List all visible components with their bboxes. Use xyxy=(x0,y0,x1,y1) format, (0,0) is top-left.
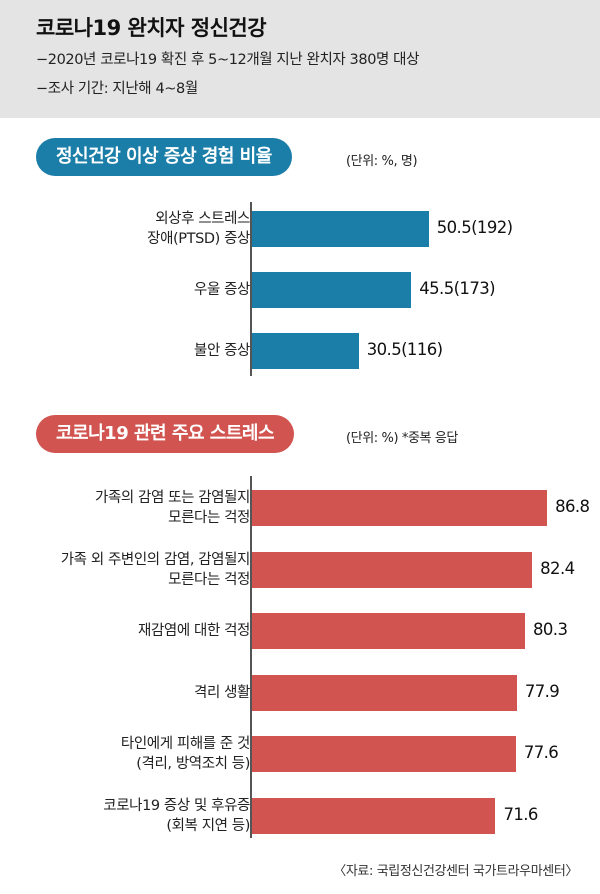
category-label: 불안 증상 xyxy=(194,341,250,361)
category-label: 재감염에 대한 걱정 xyxy=(138,621,250,641)
category-label: 격리 생활 xyxy=(194,683,250,703)
header-subtitle-line: −조사 기간: 지난해 4~8월 xyxy=(36,81,198,97)
category-label-line: 가족의 감염 또는 감염될지 xyxy=(95,490,250,506)
bar-value-label: 71.6 xyxy=(503,804,538,824)
chart-bar xyxy=(252,211,429,247)
source-note: 〈자료: 국립정신건강센터 국가트라우마센터〉 xyxy=(333,864,578,879)
chart-axis-line xyxy=(250,476,252,838)
category-label-line: 가족 외 주변인의 감염, 감염될지 xyxy=(60,551,251,568)
chart-axis-line xyxy=(250,202,252,376)
chart-title-pill: 정신건강 이상 증상 경험 비율 xyxy=(36,138,292,176)
category-label-line: 장애(PTSD) 증상 xyxy=(147,231,250,247)
chart-bar xyxy=(252,490,548,526)
bar-value-label: 80.3 xyxy=(533,620,568,639)
category-label-line: (격리, 방역조치 등) xyxy=(136,756,250,772)
category-label-line: 코로나19 증상 및 후유증 xyxy=(103,797,250,814)
bar-value-label: 50.5(192) xyxy=(436,218,513,237)
category-label-line: 우울 증상 xyxy=(194,282,250,298)
chart-bar xyxy=(252,736,516,772)
category-label-line: 모른다는 걱정 xyxy=(168,510,250,526)
bar-value-label: 45.5(173) xyxy=(419,279,495,298)
chart-unit-label: (단위: %) *중복 응답 xyxy=(346,431,458,446)
header-panel: 코로나19 완치자 정신건강 −2020년 코로나19 확진 후 5~12개월 … xyxy=(0,0,600,118)
chart-bar xyxy=(252,551,533,588)
chart-bar xyxy=(252,333,359,369)
category-label-line: 타인에게 피해를 준 것 xyxy=(120,736,250,752)
category-label: 우울 증상 xyxy=(194,280,250,300)
header-subtitle-line: −2020년 코로나19 확진 후 5~12개월 지난 완치자 380명 대상 xyxy=(36,52,420,68)
category-label-line: 불안 증상 xyxy=(194,343,250,359)
category-label-line: 재감염에 대한 걱정 xyxy=(138,623,250,639)
bar-value-label: 30.5(116) xyxy=(366,340,443,359)
chart-bar xyxy=(252,272,412,308)
category-label: 코로나19 증상 및 후유증 (회복 지연 등) xyxy=(103,796,250,836)
category-label-line: 외상후 스트레스 xyxy=(155,211,250,227)
chart-unit-label: (단위: %, 명) xyxy=(346,154,418,169)
bar-value-label: 77.9 xyxy=(524,681,560,701)
bar-value-label: 86.8 xyxy=(555,497,590,516)
page-title: 코로나19 완치자 정신건강 xyxy=(36,16,267,40)
category-label-line: (회복 지연 등) xyxy=(166,817,250,834)
category-label-line: 격리 생활 xyxy=(194,684,250,701)
chart-bar xyxy=(252,613,526,649)
bar-value-label: 82.4 xyxy=(540,558,575,578)
bar-value-label: 77.6 xyxy=(523,743,559,762)
chart-bar xyxy=(252,797,496,834)
category-label: 타인에게 피해를 준 것 (격리, 방역조치 등) xyxy=(121,734,250,774)
chart-bar xyxy=(252,674,517,711)
category-label-line: 모른다는 걱정 xyxy=(168,571,250,588)
chart-title-pill: 코로나19 관련 주요 스트레스 xyxy=(36,415,295,453)
